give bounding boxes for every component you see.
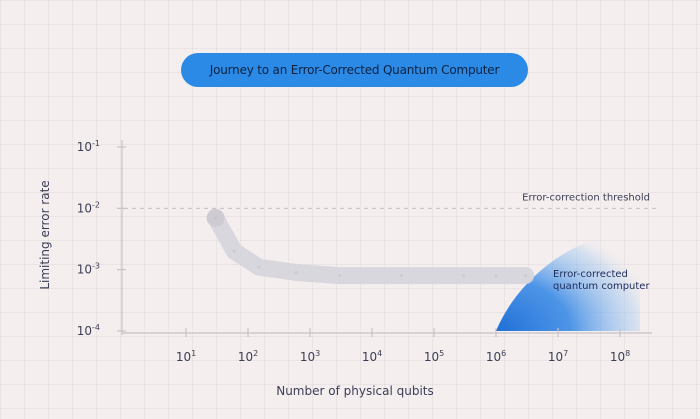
- threshold-label: Error-correction threshold: [522, 192, 650, 203]
- y-axis-label: Limiting error rate: [38, 180, 52, 289]
- error-corrected-region: [496, 228, 640, 331]
- x-axis-label: Number of physical qubits: [276, 384, 434, 398]
- journey-point: [214, 216, 218, 220]
- y-tick-label: 10-1: [77, 139, 100, 154]
- x-tick-label: 101: [176, 349, 196, 364]
- region-label-line-1: Error-corrected: [553, 269, 628, 280]
- journey-point: [400, 274, 404, 278]
- x-tick-label: 105: [424, 349, 444, 364]
- x-tick-label: 104: [362, 349, 382, 364]
- region-label-line-2: quantum computer: [553, 281, 650, 292]
- y-tick-label: 10-3: [77, 262, 100, 277]
- journey-point: [524, 274, 528, 278]
- journey-point: [294, 270, 298, 274]
- chart-title: Journey to an Error-Corrected Quantum Co…: [209, 63, 500, 77]
- y-tick-label: 10-4: [77, 323, 100, 338]
- journey-point: [338, 274, 342, 278]
- x-tick-label: 103: [300, 349, 320, 364]
- x-tick-label: 107: [548, 349, 568, 364]
- journey-point: [494, 274, 498, 278]
- journey-point: [232, 249, 236, 253]
- journey-point: [462, 274, 466, 278]
- x-tick-label: 108: [610, 349, 630, 364]
- journey-point: [257, 265, 261, 269]
- y-tick-label: 10-2: [77, 200, 100, 215]
- chart-title-pill: Journey to an Error-Corrected Quantum Co…: [181, 53, 528, 87]
- journey-path: [207, 209, 535, 285]
- x-tick-label: 106: [486, 349, 506, 364]
- x-tick-label: 102: [238, 349, 258, 364]
